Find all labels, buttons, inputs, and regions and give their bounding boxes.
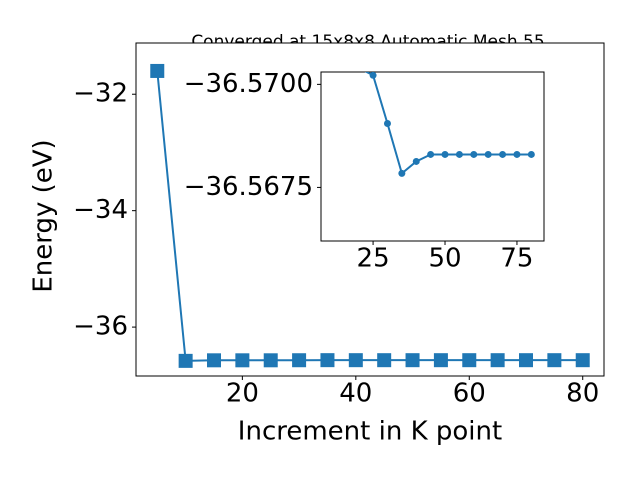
marker — [369, 72, 377, 79]
marker — [412, 157, 420, 165]
marker — [455, 150, 463, 158]
marker — [575, 353, 590, 368]
line — [156, 70, 583, 362]
marker — [150, 63, 165, 78]
marker — [490, 353, 505, 368]
x-axis-label: Increment in K point — [238, 417, 502, 447]
marker — [547, 353, 562, 368]
marker — [427, 150, 435, 158]
x-tick-label: 25 — [357, 244, 390, 274]
marker — [513, 150, 521, 158]
marker — [178, 353, 193, 368]
marker — [263, 353, 278, 368]
marker — [320, 353, 335, 368]
marker — [292, 353, 307, 368]
y-tick-label: −36.5700 — [184, 69, 313, 99]
marker — [433, 353, 448, 368]
plot-clip — [150, 63, 590, 368]
y-tick-label: −34 — [73, 195, 128, 225]
marker — [527, 150, 535, 158]
x-tick-label: 50 — [428, 244, 461, 274]
x-tick-label: 75 — [500, 244, 533, 274]
x-tick-label: 80 — [566, 379, 599, 409]
x-tick-label: 20 — [226, 379, 259, 409]
y-axis-label: Energy (eV) — [29, 139, 59, 292]
plot-clip — [364, 72, 535, 177]
x-tick-label: 40 — [339, 379, 372, 409]
marker — [462, 353, 477, 368]
marker — [441, 150, 449, 158]
x-tick-label: 60 — [453, 379, 486, 409]
marker — [499, 150, 507, 158]
y-tick-label: −36 — [73, 312, 128, 342]
marker — [405, 353, 420, 368]
marker — [377, 353, 392, 368]
marker — [484, 150, 492, 158]
marker — [348, 353, 363, 368]
marker — [398, 169, 406, 177]
y-tick-label: −36.5675 — [184, 172, 313, 202]
marker — [207, 353, 221, 368]
y-tick-label: −32 — [73, 79, 128, 109]
marker — [383, 120, 391, 128]
marker — [235, 353, 250, 368]
marker — [519, 353, 533, 368]
marker — [470, 150, 478, 158]
